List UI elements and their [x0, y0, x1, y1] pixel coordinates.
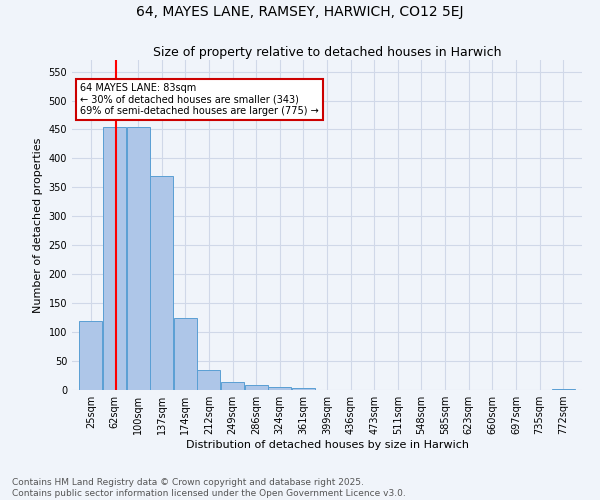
Y-axis label: Number of detached properties: Number of detached properties: [33, 138, 43, 312]
Bar: [221, 382, 244, 390]
X-axis label: Distribution of detached houses by size in Harwich: Distribution of detached houses by size …: [185, 440, 469, 450]
Text: 64 MAYES LANE: 83sqm
← 30% of detached houses are smaller (343)
69% of semi-deta: 64 MAYES LANE: 83sqm ← 30% of detached h…: [80, 83, 319, 116]
Bar: [79, 320, 103, 390]
Bar: [245, 386, 268, 390]
Text: 64, MAYES LANE, RAMSEY, HARWICH, CO12 5EJ: 64, MAYES LANE, RAMSEY, HARWICH, CO12 5E…: [136, 5, 464, 19]
Bar: [268, 387, 291, 390]
Text: Contains HM Land Registry data © Crown copyright and database right 2025.
Contai: Contains HM Land Registry data © Crown c…: [12, 478, 406, 498]
Bar: [150, 176, 173, 390]
Title: Size of property relative to detached houses in Harwich: Size of property relative to detached ho…: [153, 46, 501, 59]
Bar: [292, 388, 315, 390]
Bar: [197, 370, 220, 390]
Bar: [103, 126, 126, 390]
Bar: [127, 126, 149, 390]
Bar: [174, 318, 197, 390]
